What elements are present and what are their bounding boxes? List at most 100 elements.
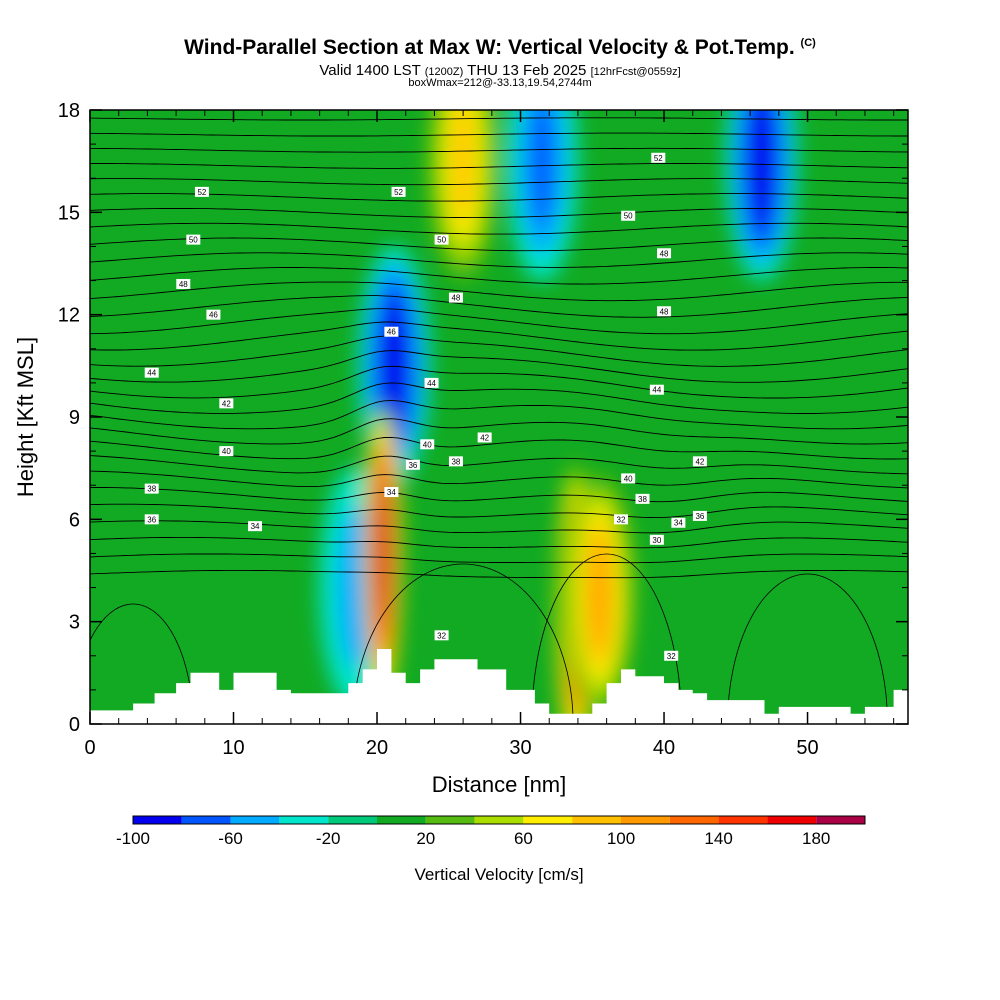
- colorbar-swatch: [328, 816, 377, 824]
- theta-label-box: [420, 439, 435, 450]
- chart-title: Wind-Parallel Section at Max W: Vertical…: [0, 36, 1000, 60]
- theta-label-group: 52: [194, 186, 209, 197]
- theta-label-group: 36: [405, 459, 420, 470]
- colorbar-tick-label: 20: [416, 829, 435, 848]
- theta-contour: [90, 520, 908, 534]
- terrain-profile: [90, 649, 908, 724]
- x-tick-label: 30: [509, 737, 531, 759]
- theta-label-box: [692, 510, 707, 521]
- theta-label: 30: [652, 536, 661, 545]
- theta-label-group: 50: [621, 210, 636, 221]
- colorbar: -100 -60 -20 20 60 100 140 180: [116, 815, 866, 848]
- colorbar-swatch: [377, 816, 426, 824]
- theta-contour: [90, 193, 908, 202]
- theta-label-group: 40: [219, 446, 234, 457]
- theta-contour: [90, 308, 908, 335]
- theta-label-group: 44: [424, 377, 439, 388]
- colorbar-tick-label: -20: [316, 829, 341, 848]
- y-tick-label: 0: [69, 714, 80, 736]
- theta-label: 40: [624, 474, 633, 483]
- valid-time: Valid 1400 LST: [319, 62, 421, 79]
- y-tick-label: 12: [58, 305, 80, 327]
- theta-label: 52: [394, 188, 403, 197]
- theta-contour: [90, 455, 908, 475]
- theta-label: 48: [660, 249, 669, 258]
- theta-contour: [90, 418, 908, 445]
- colorbar-swatch: [572, 816, 621, 824]
- theta-contour: [90, 237, 908, 252]
- field-downdraft: [530, 110, 555, 230]
- theta-contour: [90, 553, 908, 564]
- theta-label: 34: [674, 519, 683, 528]
- theta-contour: [90, 252, 908, 268]
- theta-label-group: 36: [144, 514, 159, 525]
- theta-contour: [90, 503, 908, 519]
- theta-label: 46: [209, 311, 218, 320]
- y-tick-label: 18: [58, 100, 80, 122]
- theta-label: 50: [437, 236, 446, 245]
- colorbar-swatch: [230, 816, 280, 824]
- theta-contour: [90, 487, 908, 503]
- theta-label-group: 50: [186, 234, 201, 245]
- theta-label-group: 52: [651, 152, 666, 163]
- theta-contour: [727, 573, 888, 724]
- theta-label-box: [384, 487, 399, 498]
- contour-labels: 52 52 52 50 50 50 48 48 48 48 46 46 44 44 44 42 42 42 40 40…: [144, 152, 707, 661]
- colorbar-swatch: [425, 816, 475, 824]
- theta-label-group: 42: [692, 456, 707, 467]
- x-tick-label: 50: [796, 737, 818, 759]
- colorbar-swatch: [133, 816, 182, 824]
- field-updraft: [380, 491, 385, 616]
- theta-contour: [90, 321, 908, 351]
- theta-label: 38: [451, 457, 460, 466]
- theta-contour: [90, 281, 908, 302]
- theta-label-box: [219, 398, 234, 409]
- box-info: boxWmax=212@-33.13,19.54,2744m: [408, 77, 592, 89]
- y-tick-label: 3: [69, 612, 80, 634]
- theta-label: 50: [189, 236, 198, 245]
- colorbar-swatch: [669, 816, 719, 824]
- theta-label-box: [186, 234, 201, 245]
- theta-label: 38: [638, 495, 647, 504]
- theta-contour: [531, 553, 683, 724]
- theta-label-group: 48: [657, 248, 672, 259]
- theta-label-box: [448, 456, 463, 467]
- theta-label-group: 38: [635, 493, 650, 504]
- theta-label-group: 32: [434, 630, 449, 641]
- theta-label: 42: [695, 457, 704, 466]
- theta-label-group: 38: [448, 456, 463, 467]
- theta-label: 34: [387, 488, 396, 497]
- theta-contour: [90, 382, 908, 414]
- theta-label-box: [621, 473, 636, 484]
- colorbar-tick-label: 180: [802, 829, 830, 848]
- colorbar-swatch: [181, 816, 231, 824]
- x-axis-title: Distance [nm]: [432, 772, 567, 797]
- theta-contour: [90, 365, 908, 399]
- theta-label: 34: [251, 522, 260, 531]
- theta-label-box: [664, 650, 679, 661]
- theta-label-box: [477, 432, 492, 443]
- theta-label-group: 42: [219, 398, 234, 409]
- colorbar-swatch: [816, 816, 865, 824]
- theta-contour: [90, 222, 908, 235]
- theta-contour: [90, 147, 908, 153]
- theta-label-box: [448, 292, 463, 303]
- theta-label-group: 42: [477, 432, 492, 443]
- colorbar-tick-label: 100: [607, 829, 635, 848]
- theta-label-group: 48: [176, 278, 191, 289]
- theta-label: 40: [222, 447, 231, 456]
- theta-label-group: 52: [391, 186, 406, 197]
- theta-label: 52: [654, 154, 663, 163]
- theta-label-group: 38: [144, 483, 159, 494]
- field-updraft: [454, 110, 473, 223]
- colorbar-tick-label: -100: [116, 829, 150, 848]
- valid-time-utc: (1200Z): [424, 66, 464, 78]
- velocity-field: [90, 110, 908, 724]
- theta-label-group: 46: [206, 309, 221, 320]
- theta-label: 32: [617, 515, 626, 524]
- colorbar-swatch: [523, 816, 573, 824]
- colorbar-swatch: [718, 816, 768, 824]
- theta-contour: [90, 267, 908, 285]
